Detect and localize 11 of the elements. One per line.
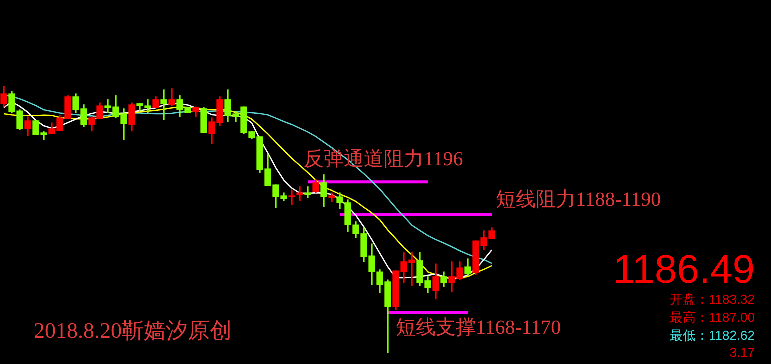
text: 3.17 [730, 345, 755, 360]
annotation: 反弹通道阻力1196 [304, 148, 464, 170]
text: 最低：1182.62 [670, 327, 755, 345]
annotation: 短线支撑1168-1170 [396, 317, 562, 340]
annotation: 2018.8.20靳嫱汐原创 [34, 317, 232, 345]
candlestick [304, 186, 312, 198]
candlestick [296, 186, 304, 202]
annotation: 短线阻力1188-1190 [496, 189, 662, 212]
text: 开盘：1183.32 [670, 291, 755, 309]
text: 1186.49 [613, 248, 755, 293]
text: 最高：1187.00 [670, 309, 755, 327]
